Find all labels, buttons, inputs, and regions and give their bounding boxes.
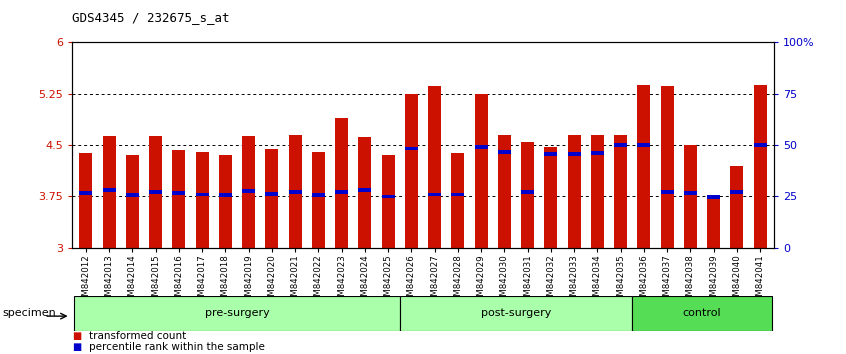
Bar: [173, 150, 185, 248]
Bar: [195, 193, 208, 196]
Bar: [568, 152, 580, 156]
Bar: [335, 190, 348, 194]
Bar: [638, 143, 651, 147]
Bar: [359, 188, 371, 192]
Bar: [684, 145, 697, 248]
Bar: [80, 153, 92, 248]
Bar: [754, 85, 766, 248]
Bar: [591, 152, 604, 155]
Text: GDS4345 / 232675_s_at: GDS4345 / 232675_s_at: [72, 11, 229, 24]
Text: specimen: specimen: [3, 308, 57, 318]
Bar: [475, 145, 487, 149]
Bar: [730, 190, 744, 194]
Bar: [102, 188, 116, 192]
Bar: [754, 143, 766, 147]
Bar: [382, 195, 394, 198]
Bar: [242, 136, 255, 248]
Bar: [405, 94, 418, 248]
Bar: [428, 86, 441, 248]
Bar: [521, 142, 534, 248]
Text: pre-surgery: pre-surgery: [205, 308, 269, 318]
Bar: [219, 155, 232, 248]
Bar: [400, 296, 632, 331]
Bar: [452, 193, 464, 196]
Bar: [730, 166, 744, 248]
Bar: [382, 155, 394, 248]
Bar: [288, 190, 301, 194]
Bar: [242, 189, 255, 193]
Bar: [707, 199, 720, 248]
Bar: [266, 192, 278, 196]
Bar: [195, 152, 208, 248]
Bar: [219, 193, 232, 197]
Bar: [614, 143, 627, 147]
Text: ■: ■: [72, 331, 81, 341]
Text: control: control: [683, 308, 722, 318]
Bar: [452, 153, 464, 248]
Bar: [498, 150, 511, 154]
Bar: [498, 135, 511, 248]
Bar: [614, 135, 627, 248]
Bar: [707, 195, 720, 199]
Bar: [74, 296, 400, 331]
Bar: [335, 118, 348, 248]
Bar: [521, 190, 534, 194]
Bar: [545, 147, 558, 248]
Bar: [149, 136, 162, 248]
Bar: [568, 135, 580, 248]
Text: ■: ■: [72, 342, 81, 352]
Bar: [591, 135, 604, 248]
Bar: [428, 193, 441, 196]
Bar: [312, 152, 325, 248]
Bar: [475, 94, 487, 248]
Bar: [312, 193, 325, 197]
Text: percentile rank within the sample: percentile rank within the sample: [89, 342, 265, 352]
Bar: [638, 85, 651, 248]
Bar: [661, 190, 673, 194]
Bar: [405, 147, 418, 150]
Bar: [149, 190, 162, 194]
Bar: [80, 191, 92, 195]
Bar: [684, 191, 697, 195]
Bar: [661, 86, 673, 248]
Bar: [126, 155, 139, 248]
Text: transformed count: transformed count: [89, 331, 186, 341]
Bar: [173, 191, 185, 195]
Bar: [359, 137, 371, 248]
Bar: [266, 149, 278, 248]
Bar: [102, 136, 116, 248]
Bar: [545, 152, 558, 156]
Text: post-surgery: post-surgery: [481, 308, 552, 318]
Bar: [126, 193, 139, 197]
Bar: [288, 135, 301, 248]
Bar: [632, 296, 772, 331]
